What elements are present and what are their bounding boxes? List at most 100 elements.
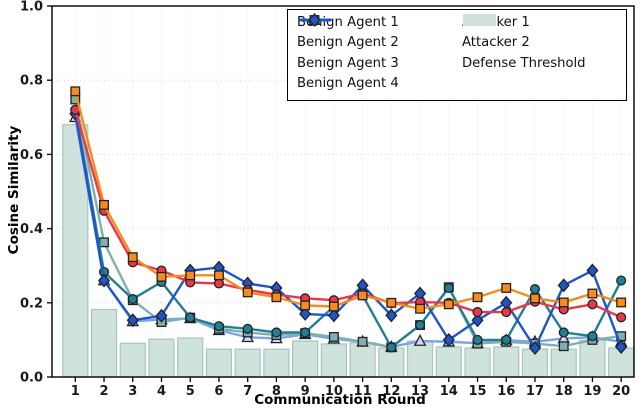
y-tick-label: 0.0: [20, 371, 43, 386]
threshold-bar: [406, 340, 434, 378]
data-point: [615, 339, 628, 354]
data-point: [97, 273, 111, 288]
data-point: [386, 297, 397, 308]
data-point: [587, 331, 598, 342]
data-point: [558, 297, 569, 308]
legend-label: Defense Threshold: [462, 55, 586, 71]
data-point: [442, 332, 455, 347]
data-point: [99, 237, 109, 248]
threshold-bar: [90, 308, 118, 378]
x-tick-label: 13: [411, 384, 429, 399]
data-point: [472, 292, 483, 303]
threshold-bar: [177, 337, 204, 378]
data-point: [471, 313, 484, 328]
y-axis-label: Cosine Similarity: [6, 125, 22, 255]
legend-swatch-icon: [463, 14, 496, 26]
data-point: [327, 308, 340, 323]
x-tick-label: 11: [354, 384, 372, 399]
data-point: [385, 308, 398, 323]
legend-item-attacker-2: Attacker 2: [462, 15, 586, 54]
data-point: [70, 86, 81, 97]
data-point: [616, 275, 627, 286]
data-point: [357, 290, 368, 301]
x-tick-label: 1: [71, 384, 80, 399]
x-tick-label: 2: [100, 384, 109, 399]
plot-border: [51, 5, 635, 378]
data-point: [558, 341, 569, 352]
data-point: [155, 308, 168, 323]
threshold-bar: [435, 346, 462, 378]
series-attacker-1: [70, 104, 627, 323]
data-point: [271, 327, 282, 338]
data-point: [501, 307, 512, 318]
x-tick-label: 4: [157, 384, 166, 399]
data-point: [299, 306, 312, 321]
x-tick-label: 12: [382, 384, 400, 399]
data-point: [300, 300, 311, 311]
x-tick-label: 19: [583, 384, 601, 399]
data-point: [308, 13, 321, 27]
x-tick-label: 7: [243, 384, 252, 399]
y-tick-label: 0.4: [20, 222, 43, 237]
threshold-bar: [493, 346, 520, 378]
x-tick-label: 14: [440, 384, 458, 399]
x-tick-label: 16: [497, 384, 515, 399]
data-point: [472, 334, 483, 345]
data-point: [472, 307, 483, 318]
legend-diamond-marker-icon: [298, 13, 331, 27]
legend-item-benign-agent-4: Benign Agent 4: [297, 13, 399, 95]
data-point: [386, 342, 397, 353]
threshold-bar: [263, 348, 290, 378]
legend-label: Benign Agent 4: [297, 76, 399, 92]
data-point: [557, 278, 570, 293]
x-tick-label: 15: [468, 384, 486, 399]
data-point: [127, 252, 138, 263]
x-tick-label: 3: [128, 384, 137, 399]
data-point: [242, 287, 253, 298]
x-tick-label: 6: [214, 384, 223, 399]
data-point: [529, 284, 541, 295]
x-tick-label: 10: [325, 384, 343, 399]
data-point: [213, 270, 224, 281]
data-point: [528, 341, 542, 356]
x-tick-label: 5: [186, 384, 195, 399]
data-point: [501, 334, 512, 345]
data-point: [185, 312, 196, 323]
data-point: [415, 320, 426, 331]
legend-item-benign-agent-2: Benign Agent 2: [297, 15, 399, 54]
y-tick-label: 0.6: [20, 148, 43, 163]
data-point: [213, 321, 225, 332]
x-tick-label: 18: [555, 384, 573, 399]
data-point: [357, 336, 368, 347]
x-tick-label: 20: [612, 384, 630, 399]
legend-label: Benign Agent 3: [297, 55, 399, 71]
data-point: [300, 327, 311, 338]
threshold-bar: [234, 348, 261, 378]
series-benign-agent-4: [69, 106, 628, 356]
threshold-bar: [292, 340, 319, 378]
threshold-bar: [579, 339, 606, 378]
legend-label: Attacker 2: [462, 35, 530, 51]
data-point: [328, 301, 339, 312]
legend-item-benign-agent-3: Benign Agent 3: [297, 13, 399, 74]
threshold-bar: [349, 342, 376, 378]
data-point: [413, 334, 427, 346]
y-tick-label: 1.0: [20, 0, 43, 15]
series-defense-threshold-bars: [62, 124, 635, 378]
data-point: [443, 282, 454, 294]
threshold-bar: [464, 347, 491, 378]
data-point: [530, 293, 540, 304]
threshold-bar: [320, 343, 347, 378]
series-attacker-2: [70, 86, 627, 314]
data-point: [127, 294, 138, 305]
data-point: [586, 263, 599, 278]
data-point: [156, 271, 167, 282]
threshold-bar: [205, 348, 233, 378]
x-tick-label: 9: [301, 384, 310, 399]
threshold-bar: [378, 347, 405, 378]
data-point: [213, 278, 225, 289]
y-tick-label: 0.8: [20, 74, 43, 89]
